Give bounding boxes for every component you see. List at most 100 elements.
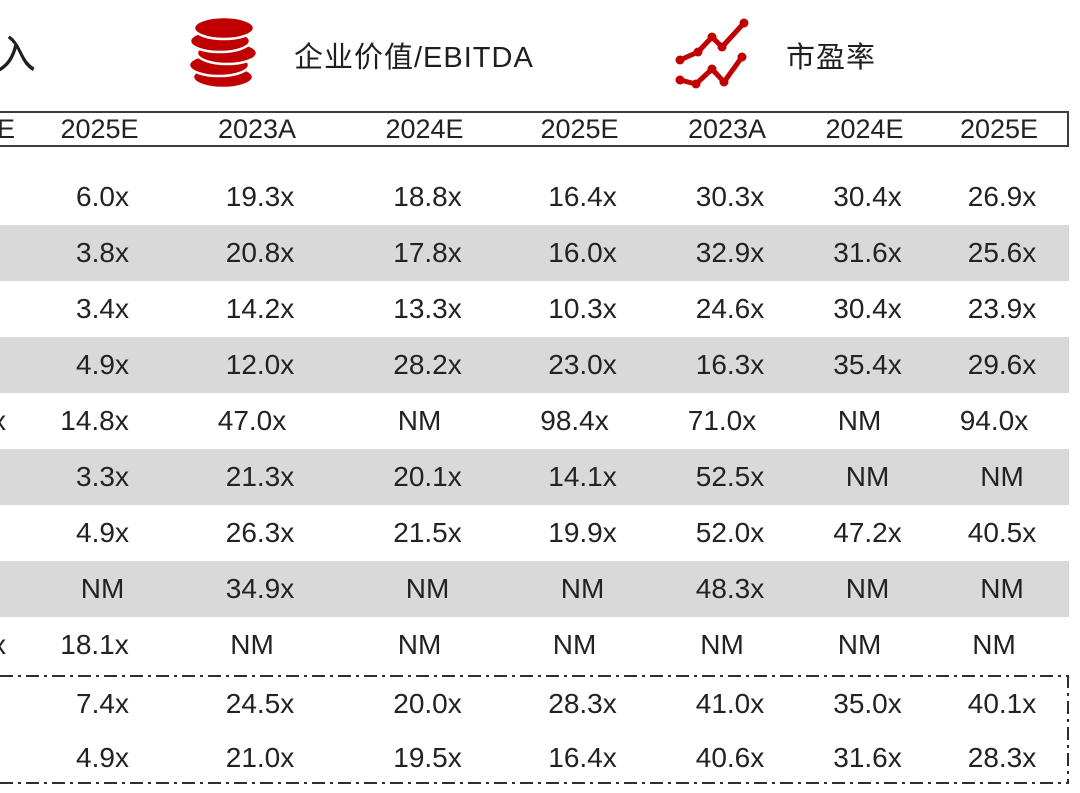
cell: 20.1x [393, 461, 462, 492]
cell: 26.3x [225, 517, 295, 548]
cell: 28.3x [967, 742, 1037, 773]
cell: 16.3x [695, 349, 765, 380]
cell: 6.0x [76, 181, 129, 212]
cell: 21.3x [225, 461, 295, 492]
cell: 52.0x [695, 517, 765, 548]
cell: 4.9x [76, 517, 129, 548]
cell: 30.4x [833, 181, 902, 212]
cell: 98.4x [540, 405, 609, 436]
cell: NM [972, 629, 1016, 660]
cell: 40.1x [967, 688, 1037, 719]
line-chart-icon [672, 14, 756, 97]
header-cell-2023a: 2023A [217, 114, 297, 144]
cell: 17.8x [393, 237, 462, 268]
cell: 35.4x [833, 349, 902, 380]
cell-partial [0, 281, 35, 337]
legend-item-partial-revenue: 入 [0, 33, 36, 77]
header-cell-2025e: 2025E [540, 114, 619, 144]
cell: 21.5x [393, 517, 462, 548]
cell: 28.2x [393, 349, 462, 380]
cell: 32.9x [695, 237, 765, 268]
cell: 30.4x [833, 293, 902, 324]
cell: 3.3x [76, 461, 129, 492]
cell-partial [0, 505, 35, 561]
cell: 31.6x [833, 742, 902, 773]
cell-partial [0, 677, 35, 731]
cell: NM [845, 573, 890, 604]
cell: 14.8x [60, 405, 129, 436]
cell: 35.0x [833, 688, 902, 719]
cell: 28.3x [548, 688, 617, 719]
cell: 19.5x [393, 742, 462, 773]
cell-partial [0, 169, 35, 225]
cell: 23.0x [548, 349, 617, 380]
cell: 31.6x [833, 237, 902, 268]
cell: NM [980, 573, 1024, 604]
summary-row: 7.4x 24.5x 20.0x 28.3x 41.0x 35.0x 40.1x [0, 677, 1069, 731]
cell: 26.9x [967, 181, 1037, 212]
cell: NM [837, 629, 882, 660]
table-header: E 2025E 2023A 2024E 2025E 2023A 2024E 20… [0, 111, 1069, 147]
cell: 18.8x [393, 181, 462, 212]
cell: NM [845, 461, 890, 492]
table-row: 3.8x 20.8x 17.8x 16.0x 32.9x 31.6x 25.6x [0, 225, 1069, 281]
legend-item-ev-ebitda: 企业价值/EBITDA [187, 0, 534, 110]
header-cell-2024e: 2024E [385, 114, 464, 144]
table-row: 6.0x 19.3x 18.8x 16.4x 30.3x 30.4x 26.9x [0, 169, 1069, 225]
cell: 13.3x [393, 293, 462, 324]
legend-item-pe: 市盈率 [672, 0, 876, 110]
cell: 16.4x [548, 181, 617, 212]
cell: 14.2x [225, 293, 295, 324]
table-row: 3.3x 21.3x 20.1x 14.1x 52.5x NM NM [0, 449, 1069, 505]
cell-partial [0, 449, 35, 505]
table-row: x 18.1x NM NM NM NM NM NM [0, 617, 1069, 673]
cell: 3.4x [76, 293, 129, 324]
cell: 4.9x [76, 742, 129, 773]
cell: 23.9x [967, 293, 1037, 324]
cell: 52.5x [695, 461, 765, 492]
cell: 24.5x [225, 688, 295, 719]
cell: NM [552, 629, 597, 660]
cell: 40.6x [695, 742, 765, 773]
cell: 94.0x [959, 405, 1029, 436]
cell: 19.9x [548, 517, 617, 548]
table-row: x 14.8x 47.0x NM 98.4x 71.0x NM 94.0x [0, 393, 1069, 449]
dashed-divider-right [1067, 675, 1069, 784]
cell: 18.1x [60, 629, 129, 660]
cell: NM [397, 405, 442, 436]
cell: 20.0x [393, 688, 462, 719]
cell: 12.0x [225, 349, 295, 380]
cell: NM [80, 573, 125, 604]
cell: NM [397, 629, 442, 660]
cell: NM [700, 629, 744, 660]
cell: NM [980, 461, 1024, 492]
legend-label-pe: 市盈率 [786, 42, 877, 74]
dashed-divider-bottom [0, 782, 1069, 784]
cell: 40.5x [967, 517, 1037, 548]
header-cell-partial: E [0, 114, 16, 144]
header-cell-2025e: 2025E [959, 114, 1039, 144]
cell: 48.3x [695, 573, 765, 604]
cell: 21.0x [225, 742, 295, 773]
table-row: 4.9x 12.0x 28.2x 23.0x 16.3x 35.4x 29.6x [0, 337, 1069, 393]
cell: 29.6x [967, 349, 1037, 380]
cell: 24.6x [695, 293, 765, 324]
cell: 4.9x [76, 349, 129, 380]
coins-icon [187, 15, 259, 96]
header-cell-2024e: 2024E [825, 114, 904, 144]
cell-partial [0, 561, 35, 617]
cell: 14.1x [548, 461, 617, 492]
summary-row: 4.9x 21.0x 19.5x 16.4x 40.6x 31.6x 28.3x [0, 731, 1069, 785]
table-row: NM 34.9x NM NM 48.3x NM NM [0, 561, 1069, 617]
cell: NM [230, 629, 274, 660]
cell: NM [405, 573, 450, 604]
cell: 16.0x [548, 237, 617, 268]
cell-partial [0, 225, 35, 281]
cell: 19.3x [225, 181, 295, 212]
cell: 25.6x [967, 237, 1037, 268]
summary-section: 7.4x 24.5x 20.0x 28.3x 41.0x 35.0x 40.1x… [0, 675, 1069, 784]
cell: 16.4x [548, 742, 617, 773]
cell-partial [0, 337, 35, 393]
legend-label-ev-ebitda: 企业价值/EBITDA [294, 42, 534, 74]
